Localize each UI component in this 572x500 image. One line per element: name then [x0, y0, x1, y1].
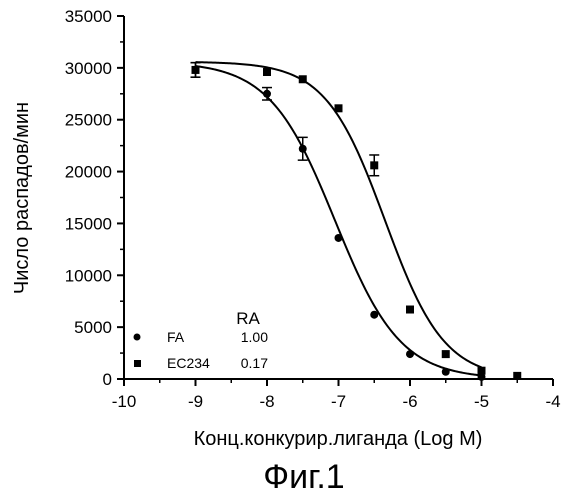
fit-curve-fa	[195, 65, 482, 377]
x-tick-label: -6	[402, 392, 417, 411]
legend-ra-value: 0.17	[241, 355, 268, 371]
data-points	[190, 61, 522, 381]
x-tick-label: -4	[545, 392, 560, 411]
data-point-fa	[334, 233, 343, 242]
data-point-fa	[298, 144, 307, 153]
data-point-ec234	[298, 75, 307, 84]
data-point-ec234	[334, 104, 343, 113]
legend-ra-value: 1.00	[241, 329, 268, 345]
y-tick-label: 5000	[74, 318, 112, 337]
data-point-ec234	[441, 350, 450, 359]
data-point-fa	[263, 89, 271, 98]
y-tick-label: 25000	[65, 111, 112, 130]
legend-series-name: FA	[167, 329, 185, 345]
y-tick-label: 10000	[65, 266, 112, 285]
data-point-ec234	[477, 366, 486, 375]
x-tick-label: -8	[259, 392, 274, 411]
y-tick-label: 35000	[65, 7, 112, 26]
legend-marker-circle	[133, 333, 141, 341]
x-tick-label: -7	[331, 392, 346, 411]
data-point-fa	[370, 310, 379, 319]
data-point-fa	[406, 350, 414, 359]
y-axis-title: Число распадов/мин	[11, 102, 33, 294]
data-point-ec234	[263, 68, 271, 77]
legend: RA FA 1.00 EC234 0.17	[133, 309, 268, 371]
data-point-fa	[477, 372, 486, 381]
y-tick-label: 30000	[65, 59, 112, 78]
fit-curves	[195, 61, 482, 377]
legend-series-name: EC234	[167, 355, 210, 371]
legend-header: RA	[236, 309, 260, 328]
x-tick-label: -5	[474, 392, 489, 411]
data-point-ec234	[513, 371, 522, 380]
y-tick-label: 15000	[65, 214, 112, 233]
fit-curve-ec234	[195, 61, 482, 369]
data-point-ec234	[406, 305, 414, 314]
legend-marker-square	[134, 360, 141, 367]
y-tick-label: 20000	[65, 163, 112, 182]
figure-caption: Фиг.1	[263, 458, 344, 496]
data-point-ec234	[370, 161, 379, 170]
axes: 0 5000 10000 15000 20000 25000 30000 35000 -10 -9…	[65, 7, 561, 411]
x-axis-title: Конц.конкурир.лиганда (Log M)	[194, 428, 483, 450]
data-point-fa	[441, 367, 450, 376]
data-point-ec234	[191, 65, 200, 74]
y-tick-label: 0	[103, 370, 112, 389]
x-tick-label: -9	[188, 392, 203, 411]
x-tick-label: -10	[112, 392, 137, 411]
